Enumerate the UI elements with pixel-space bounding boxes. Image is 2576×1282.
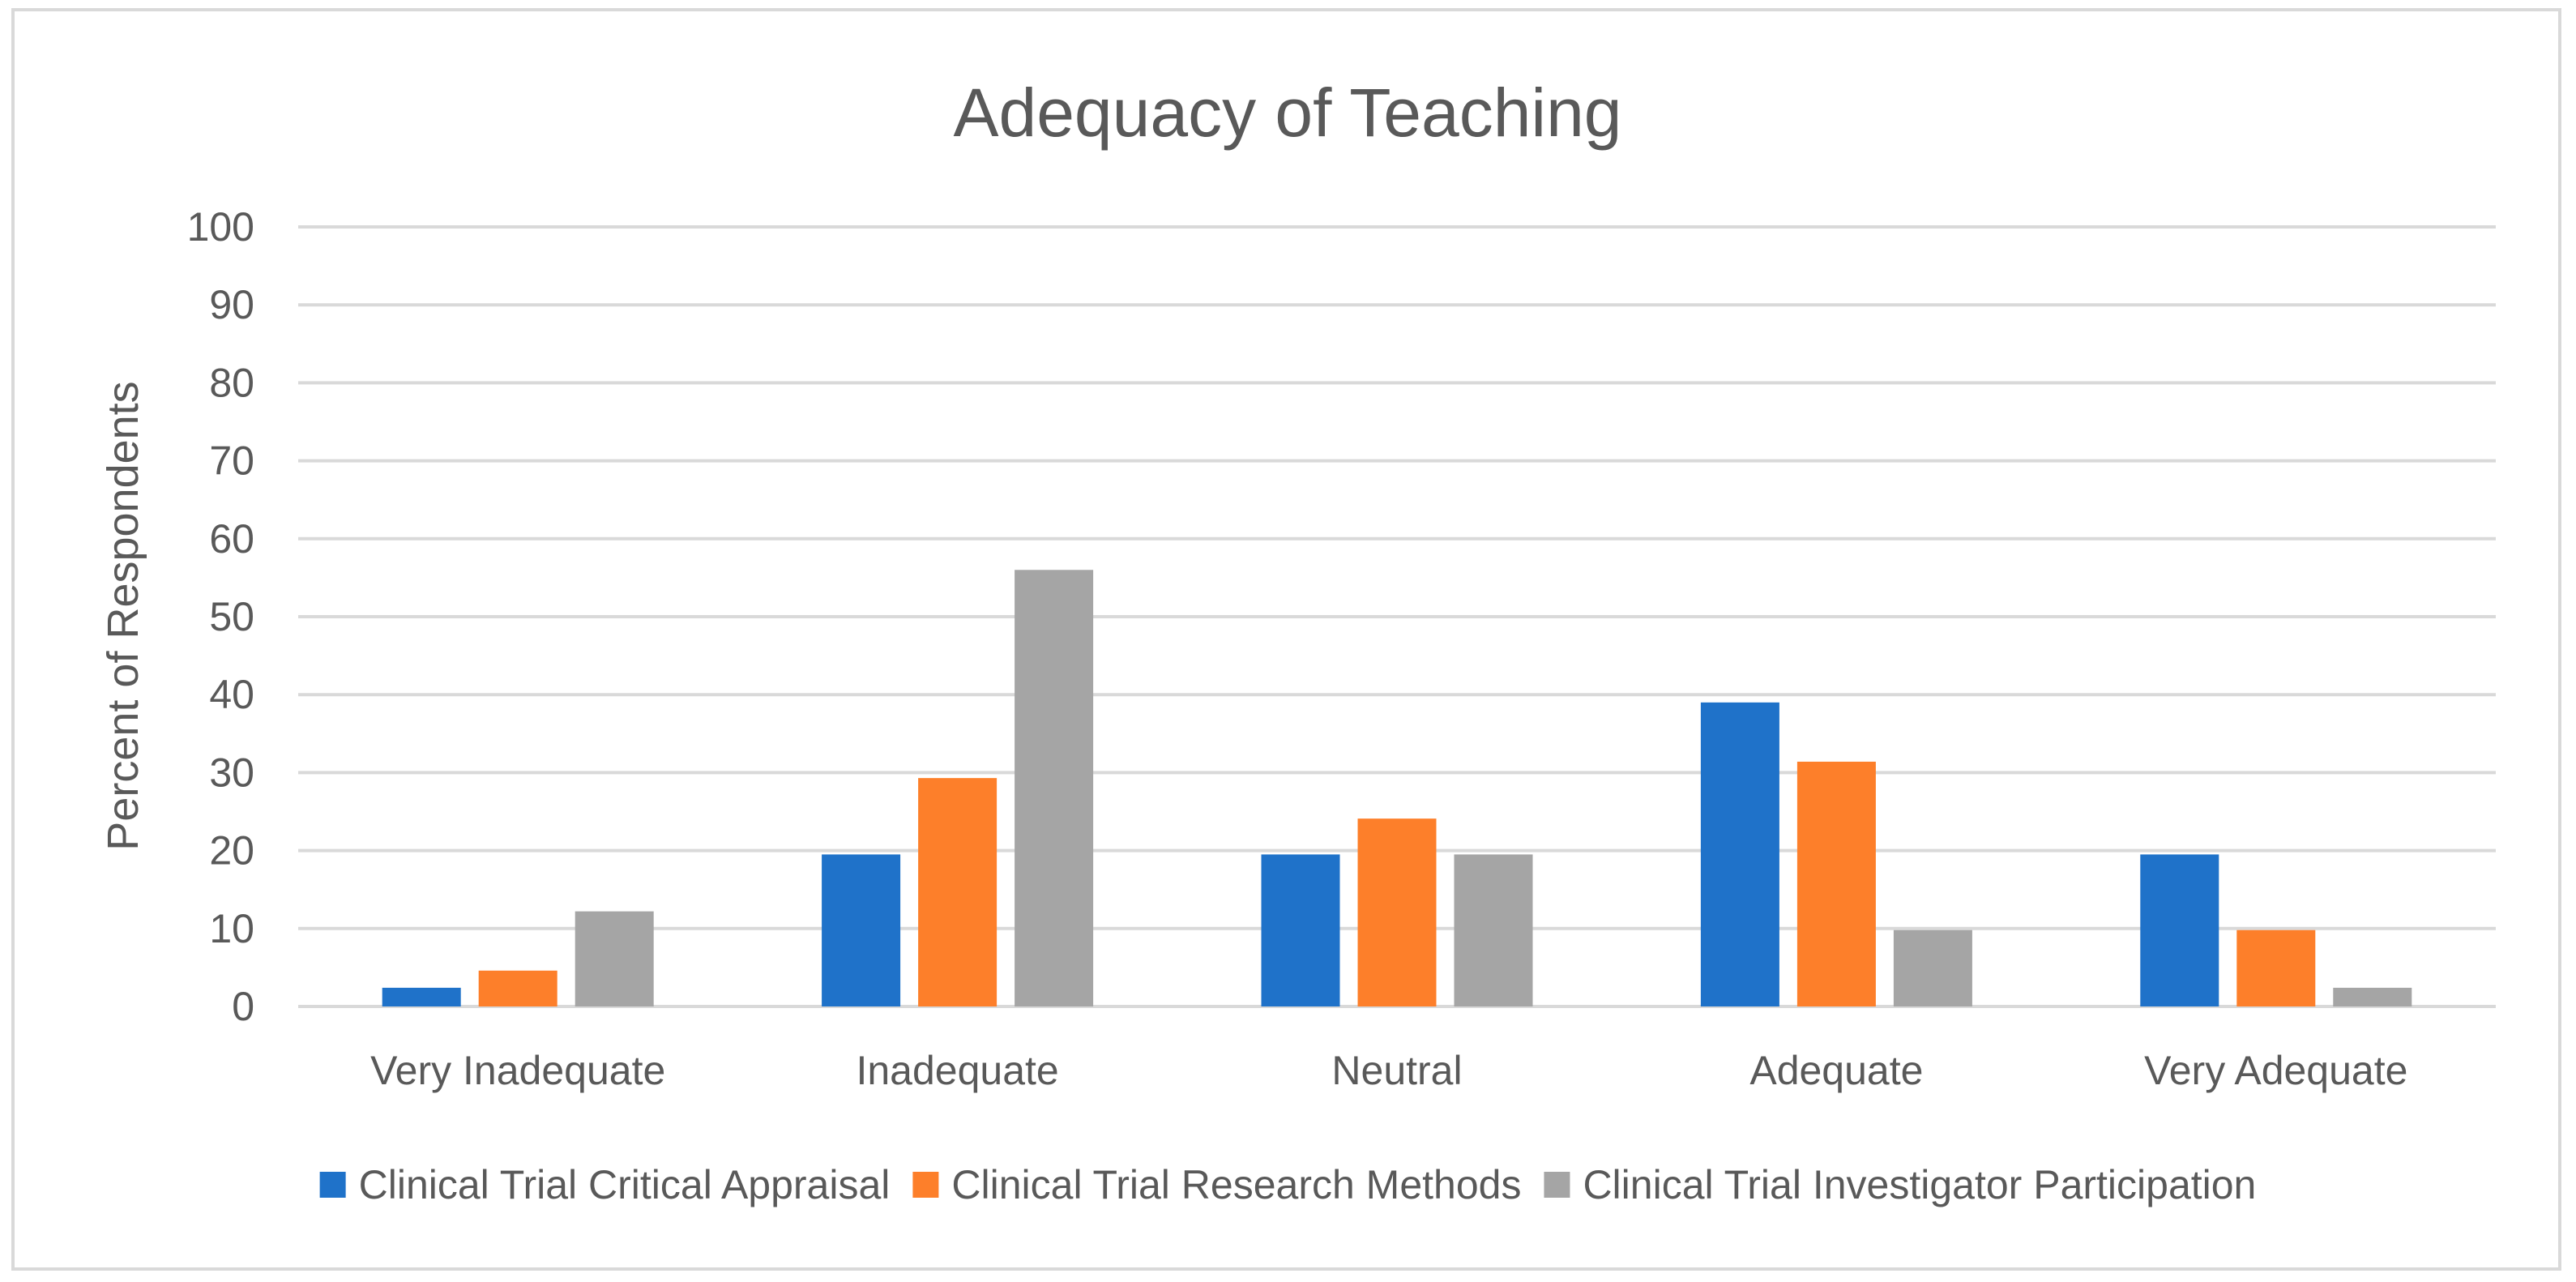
x-axis-ticks: Very Inadequate Inadequate Neutral Adequate… [370,1048,2407,1093]
chart-title: Adequacy of Teaching [953,75,1621,151]
x-tick-label: Very Adequate [2144,1048,2407,1093]
bar [1796,761,1876,1006]
bar [1700,702,1779,1006]
legend-label: Clinical Trial Investigator Participatio… [1583,1162,2256,1207]
y-tick-label: 60 [209,516,254,562]
bar [822,854,901,1006]
bar [575,911,654,1006]
gridlines [298,225,2496,1008]
bar [1454,854,1533,1006]
y-tick-label: 80 [209,360,254,405]
x-tick-label: Inadequate [856,1048,1058,1093]
bar [1893,929,1972,1006]
y-tick-label: 40 [209,672,254,717]
bar [1261,854,1340,1006]
legend-item: Clinical Trial Research Methods [912,1162,1521,1207]
y-tick-label: 90 [209,282,254,327]
legend-swatch [1544,1172,1570,1198]
bar [1357,818,1437,1006]
bar [1015,570,1094,1006]
y-tick-label: 100 [187,204,254,250]
bar [2140,854,2219,1006]
y-axis-label: Percent of Respondents [99,381,147,850]
legend-swatch [319,1172,346,1198]
y-tick-label: 10 [209,906,254,951]
legend: Clinical Trial Critical Appraisal Clinica… [319,1162,2256,1207]
legend-label: Clinical Trial Critical Appraisal [359,1162,891,1207]
bar [918,778,998,1006]
bar [2333,987,2412,1006]
bar [478,970,557,1006]
x-tick-label: Neutral [1331,1048,1462,1093]
chart-frame [11,8,2561,1271]
bar [382,987,461,1006]
bar [2236,929,2316,1006]
y-tick-label: 0 [232,984,254,1029]
y-tick-label: 20 [209,828,254,874]
y-axis-ticks: 0 10 20 30 40 50 60 70 80 90 100 [187,204,254,1029]
y-tick-label: 30 [209,750,254,795]
y-tick-label: 50 [209,594,254,639]
legend-item: Clinical Trial Critical Appraisal [319,1162,891,1207]
legend-label: Clinical Trial Research Methods [951,1162,1521,1207]
x-tick-label: Very Inadequate [370,1048,665,1093]
bars [382,570,2412,1006]
legend-item: Clinical Trial Investigator Participatio… [1544,1162,2256,1207]
x-tick-label: Adequate [1749,1048,1923,1093]
legend-swatch [912,1172,939,1198]
y-tick-label: 70 [209,438,254,484]
